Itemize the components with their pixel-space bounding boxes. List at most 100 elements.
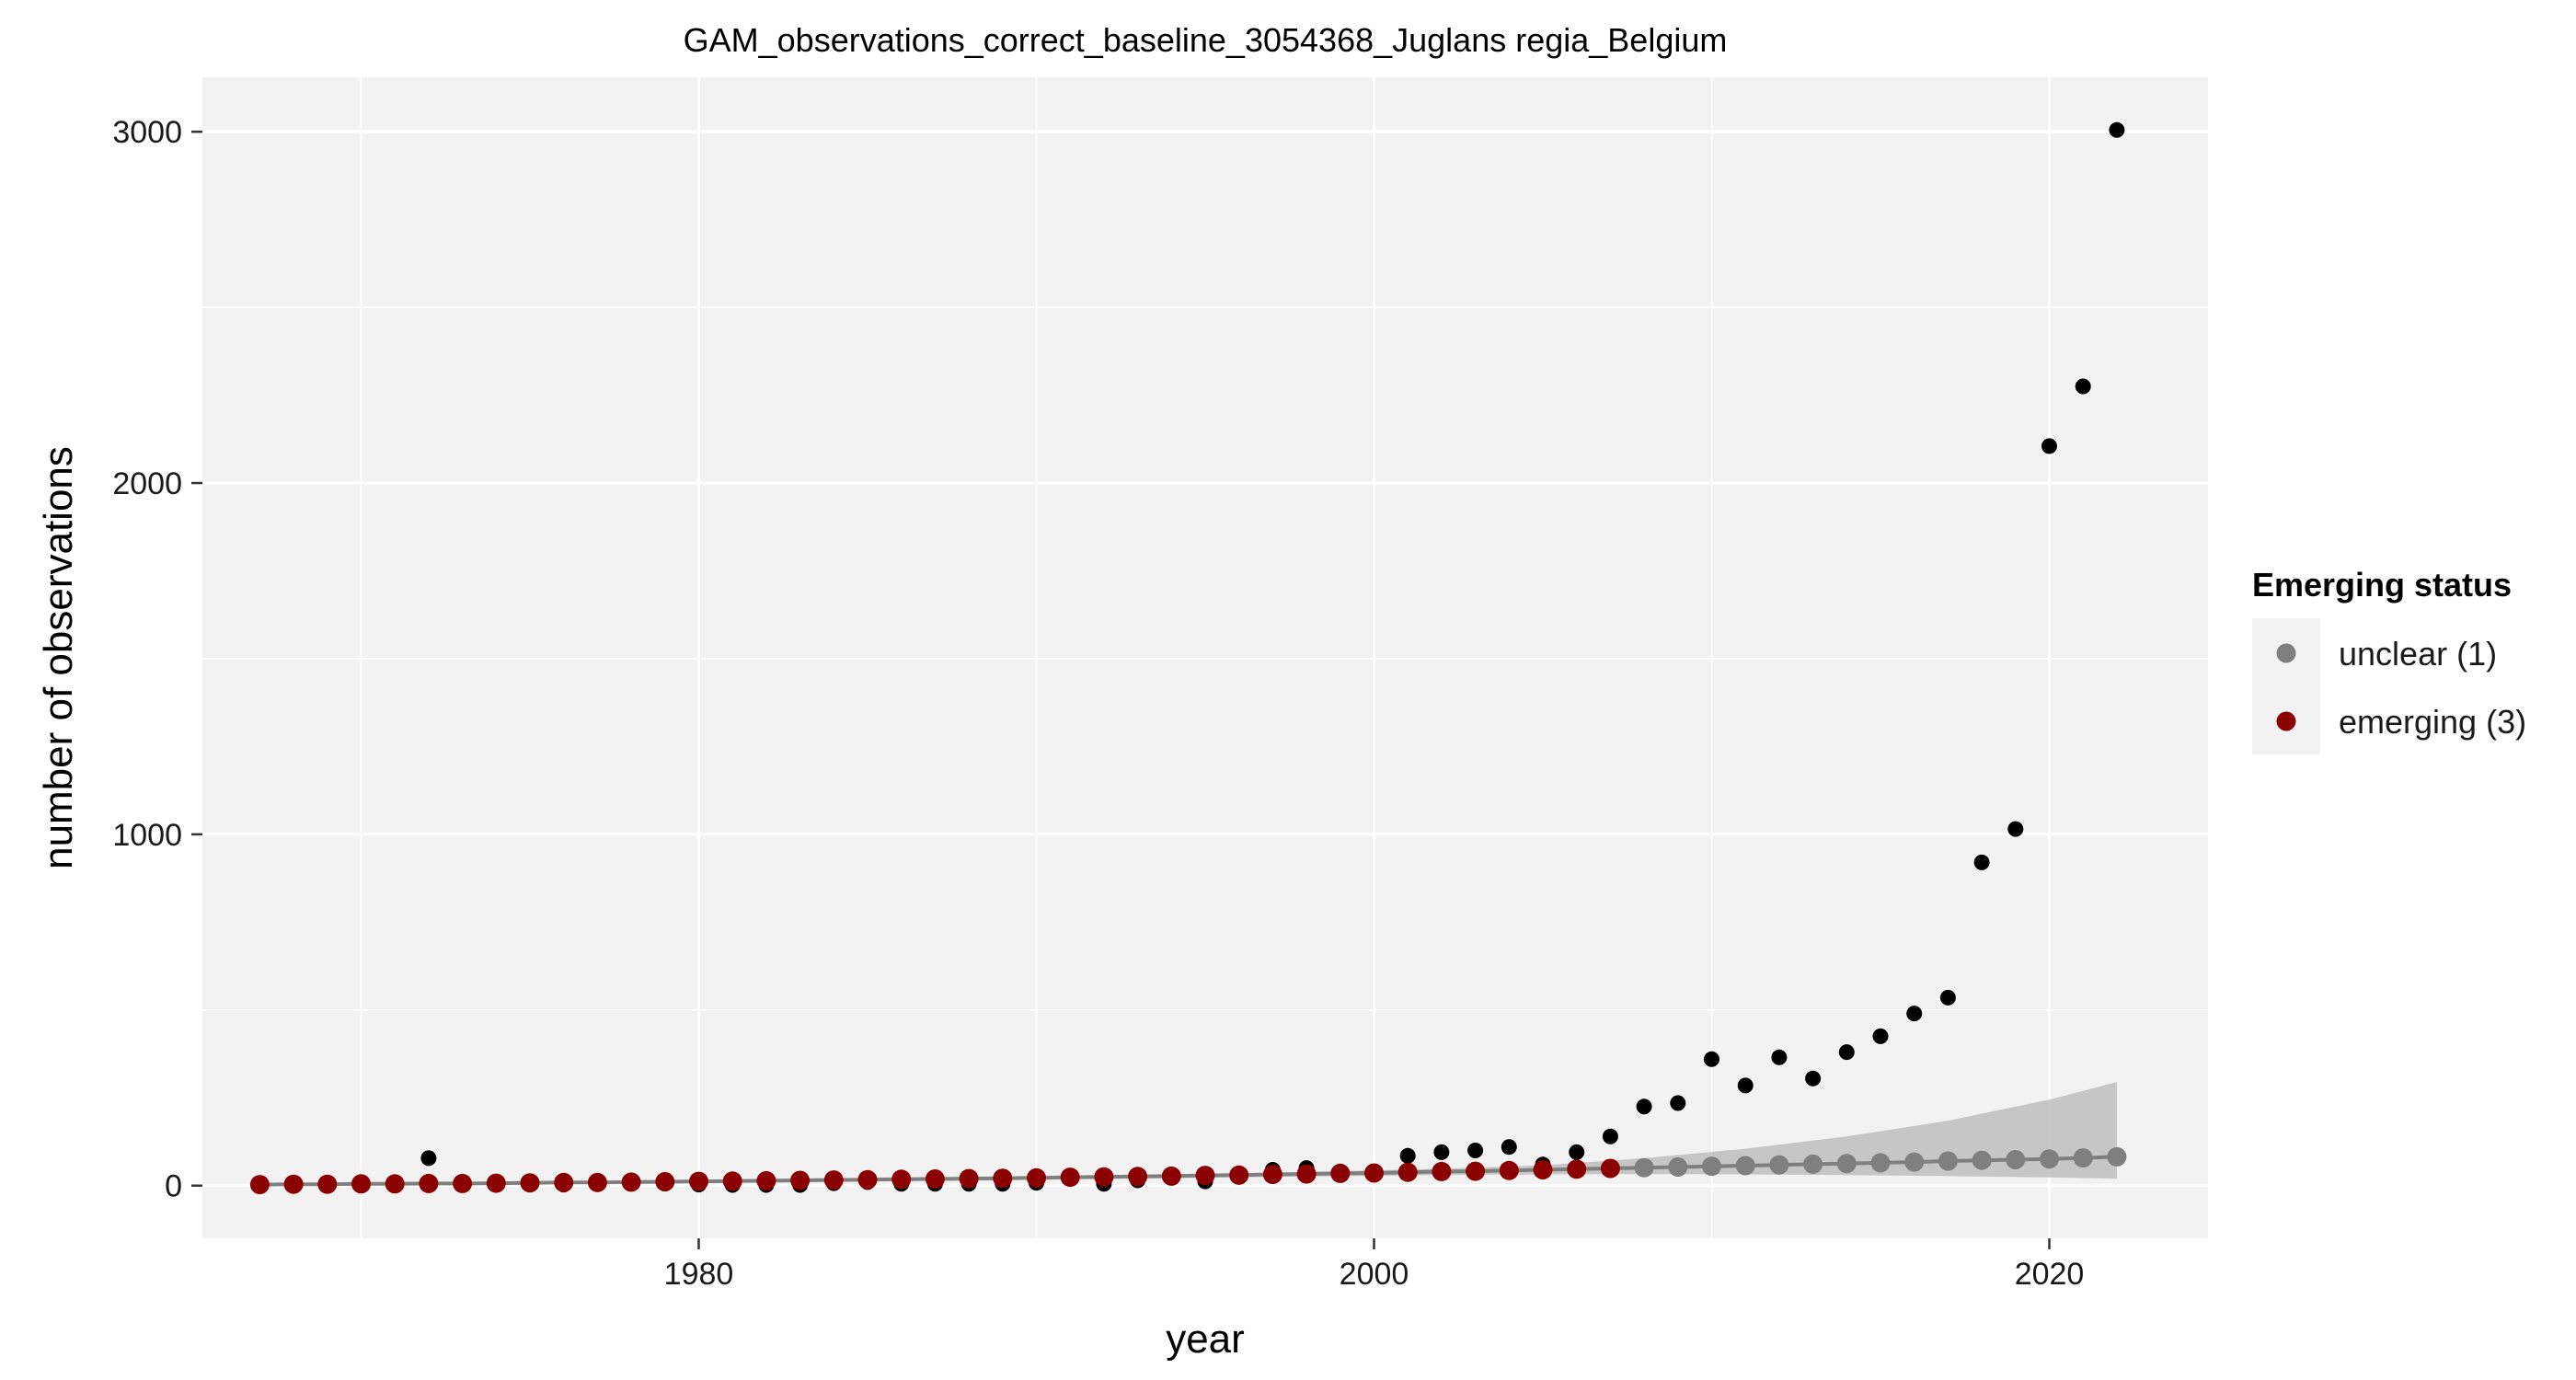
observed-point [1467,1143,1484,1158]
observed-point [2109,121,2125,138]
x-tick-label: 1980 [664,1257,734,1292]
fitted-point-emerging [1094,1167,1114,1187]
fitted-point-unclear [1836,1154,1857,1174]
fitted-point-emerging [689,1171,708,1191]
observed-point [1602,1128,1618,1144]
x-tick-label: 2020 [2015,1257,2085,1292]
fitted-point-unclear [1769,1155,1789,1175]
confidence-band [259,1082,2117,1186]
observed-point [1636,1098,1652,1115]
y-tick-label: 2000 [112,466,182,501]
fitted-point-emerging [283,1174,304,1194]
fitted-point-unclear [2006,1150,2026,1169]
fitted-point-emerging [587,1172,607,1192]
fitted-points-layer [249,1146,2127,1195]
fitted-point-unclear [1972,1150,1992,1170]
fitted-point-emerging [1195,1166,1215,1186]
observed-point [1737,1077,1754,1094]
observed-point [1872,1028,1889,1044]
fitted-point-unclear [1735,1156,1755,1176]
observed-point [1569,1144,1585,1160]
fitted-point-unclear [1938,1151,1958,1171]
fitted-point-emerging [1466,1161,1486,1181]
y-axis: 0 1000 2000 3000 [112,115,202,1204]
fitted-point-emerging [1262,1165,1282,1184]
fitted-point-emerging [453,1173,473,1193]
observed-point [1771,1049,1788,1065]
fitted-point-emerging [790,1170,811,1190]
fitted-point-emerging [317,1174,338,1194]
observed-point [2007,821,2024,837]
observed-point [1805,1070,1822,1087]
observed-point [2041,438,2057,454]
y-tick-label: 0 [165,1169,182,1204]
fitted-point-emerging [1296,1164,1317,1184]
fitted-point-emerging [1397,1162,1418,1182]
fitted-point-emerging [655,1172,675,1191]
fitted-point-unclear [2107,1146,2127,1167]
fitted-point-emerging [1027,1167,1046,1188]
observed-point [2075,378,2091,395]
fitted-point-emerging [823,1170,844,1190]
fitted-point-emerging [1128,1167,1148,1187]
fitted-point-emerging [1499,1160,1519,1180]
observed-point [420,1150,437,1167]
y-tick-label: 3000 [112,115,182,150]
y-axis-title: number of observations [36,446,81,869]
fitted-point-emerging [351,1174,371,1194]
legend: Emerging status unclear (1) emerging (3) [2252,566,2526,754]
observed-point [1939,989,1956,1006]
y-tick-label: 1000 [112,818,182,853]
observed-point [1838,1044,1855,1061]
fitted-point-unclear [1870,1153,1891,1173]
fitted-point-emerging [1060,1167,1080,1188]
fitted-point-unclear [1668,1157,1688,1177]
fitted-point-emerging [857,1169,878,1190]
fitted-point-emerging [1567,1159,1587,1179]
fitted-point-emerging [486,1173,506,1193]
fitted-point-emerging [621,1172,641,1192]
fitted-point-emerging [1364,1163,1384,1183]
fitted-point-emerging [1161,1166,1181,1186]
observed-point [1670,1095,1686,1111]
fitted-point-unclear [1904,1152,1925,1172]
observed-point [1906,1006,1923,1022]
fitted-point-emerging [891,1169,912,1190]
x-axis-title: year [1166,1317,1245,1362]
observed-point [1399,1147,1416,1164]
fitted-point-emerging [722,1171,742,1191]
fitted-point-emerging [1330,1163,1351,1183]
fitted-point-emerging [520,1173,540,1193]
fitted-point-emerging [925,1169,945,1189]
fitted-point-emerging [554,1172,574,1192]
fitted-point-emerging [756,1170,776,1190]
plot-panel [202,77,2208,1238]
legend-key-emerging [2276,711,2296,731]
observed-point [1501,1139,1517,1156]
fitted-point-unclear [1634,1157,1654,1178]
fitted-point-unclear [2040,1149,2059,1169]
chart-title: GAM_observations_correct_baseline_305436… [684,21,1728,59]
fitted-point-emerging [249,1175,270,1195]
legend-key-background [2252,618,2320,754]
fitted-point-emerging [1600,1158,1620,1179]
observed-point [1433,1144,1450,1160]
x-tick-label: 2000 [1340,1257,1409,1292]
legend-title: Emerging status [2252,566,2512,604]
fitted-point-emerging [1229,1165,1249,1185]
fitted-point-emerging [993,1168,1013,1189]
fitted-point-unclear [1702,1156,1721,1177]
x-axis: 1980 2000 2020 [664,1238,2085,1292]
legend-entries: unclear (1) emerging (3) [2276,635,2526,741]
confidence-band-layer [259,1082,2117,1186]
observed-point [1973,854,1990,870]
fitted-point-unclear [2073,1148,2093,1168]
observed-point [1704,1051,1719,1067]
grid-major-lines [202,77,2208,1238]
fitted-point-emerging [385,1174,405,1194]
fitted-point-emerging [959,1168,979,1189]
legend-label: unclear (1) [2339,635,2497,673]
fitted-point-emerging [419,1173,439,1193]
legend-label: emerging (3) [2339,703,2526,741]
